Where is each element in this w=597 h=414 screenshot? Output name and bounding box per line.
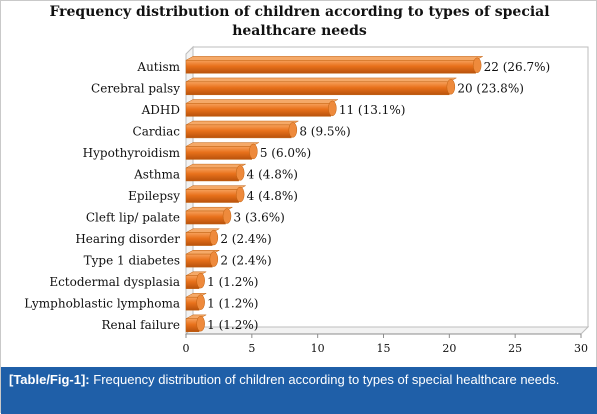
category-label: Cardiac [133, 124, 181, 138]
bar-top [185, 77, 457, 83]
bar-end [235, 186, 245, 203]
bar [185, 210, 226, 225]
bar [185, 81, 450, 96]
category-label: Renal failure [101, 318, 180, 332]
chart-title: Frequency distribution of children accor… [1, 3, 597, 41]
chart-title-line-1: Frequency distribution of children accor… [49, 4, 550, 20]
category-label: Lymphoblastic lymphoma [24, 297, 180, 311]
bar-top [185, 185, 246, 190]
x-tick-label: 25 [508, 342, 522, 355]
bar-end [222, 208, 232, 224]
bar-chart: 0 5 10 15 20 25 30 Autism 22 (26.7%) Cerebral pal… [24, 45, 590, 355]
category-label: Cerebral palsy [91, 81, 180, 95]
data-label: 2 (2.4%) [220, 254, 271, 268]
bar [185, 60, 476, 74]
category-label: ADHD [141, 103, 180, 117]
bar-end [235, 165, 245, 181]
bar-end [249, 143, 258, 160]
bar [185, 103, 332, 117]
bar-top [185, 99, 338, 104]
data-label: 5 (6.0%) [260, 146, 311, 160]
bar-group [185, 271, 207, 289]
data-label: 8 (9.5%) [299, 124, 350, 138]
data-label: 22 (26.7%) [484, 60, 551, 74]
x-tick-label: 15 [377, 342, 391, 355]
bar-group [185, 228, 220, 246]
category-label: Ectodermal dysplasia [49, 275, 180, 289]
bar-group [185, 293, 207, 311]
data-label: 1 (1.2%) [207, 297, 258, 311]
bar-end [446, 79, 456, 95]
bar [185, 232, 213, 246]
bar-end [288, 122, 298, 138]
data-label: 20 (23.8%) [457, 81, 524, 95]
category-label: Asthma [133, 167, 180, 181]
data-label: 11 (13.1%) [339, 103, 406, 117]
figure-caption: [Table/Fig-1]: Frequency distribution of… [1, 367, 597, 414]
bar [185, 167, 239, 182]
bar-end [196, 315, 205, 332]
x-tick-label: 5 [248, 342, 255, 355]
data-label: 1 (1.2%) [207, 275, 258, 289]
x-tick-label: 20 [442, 342, 456, 355]
bar-end [196, 272, 205, 289]
bar-group [185, 163, 246, 182]
bar-end [196, 294, 205, 310]
data-label: 3 (3.6%) [234, 211, 285, 225]
bar-group [185, 56, 483, 74]
bar-group [185, 314, 207, 332]
bar-group [185, 250, 220, 268]
bar-group [185, 120, 299, 139]
caption-text: Frequency distribution of children accor… [89, 372, 560, 387]
category-label: Type 1 diabetes [84, 254, 180, 268]
x-tick-label: 0 [183, 342, 190, 355]
data-label: 4 (4.8%) [247, 167, 298, 181]
data-label: 2 (2.4%) [220, 232, 271, 246]
category-label: Epilepsy [128, 189, 180, 203]
bar-group [185, 99, 338, 117]
bar-end [209, 251, 219, 267]
category-label: Hearing disorder [75, 232, 180, 246]
bar [185, 124, 292, 139]
bar [185, 189, 239, 203]
bar [185, 146, 253, 160]
category-label: Cleft lip/ palate [86, 211, 180, 225]
bar-top [185, 56, 483, 61]
bar-end [472, 57, 482, 74]
x-tick-label: 10 [311, 342, 325, 355]
bar-end [209, 229, 219, 246]
bar-group [185, 185, 246, 203]
category-label: Autism [136, 60, 180, 74]
bar-top [185, 120, 299, 126]
bar-group [185, 142, 259, 160]
data-label: 1 (1.2%) [207, 318, 258, 332]
x-tick-label: 30 [574, 342, 588, 355]
bar-group [185, 77, 457, 96]
category-label: Hypothyroidism [83, 146, 181, 160]
bar [185, 253, 213, 268]
bar-group [185, 206, 233, 225]
chart-title-line-2: healthcare needs [232, 23, 367, 39]
bar-top [185, 142, 259, 147]
bar-end [328, 100, 337, 117]
bar-top [185, 163, 246, 169]
data-label: 4 (4.8%) [247, 189, 298, 203]
caption-ref: [Table/Fig-1]: [9, 372, 90, 387]
